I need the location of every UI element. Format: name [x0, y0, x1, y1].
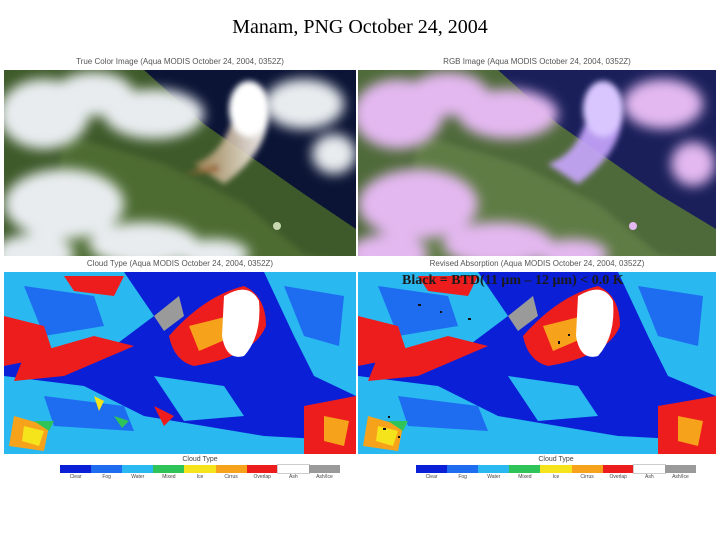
cloud-type-panel: Cloud Type (Aqua MODIS October 24, 2004,… [4, 256, 356, 454]
legend-swatch-clear [60, 465, 92, 473]
legend-swatch-overlap [246, 465, 278, 473]
legend-swatch-ash-ice [308, 465, 340, 473]
legend-label: Mixed [518, 474, 532, 480]
rgb-caption: RGB Image (Aqua MODIS October 24, 2004, … [358, 54, 716, 70]
cloud-type-caption: Cloud Type (Aqua MODIS October 24, 2004,… [4, 256, 356, 272]
legend-swatch-cirrus [215, 465, 247, 473]
legend-labels: Clear Fog Water Mixed Ice Cirrus Overlap… [416, 474, 696, 480]
cloud-type-legend-right: Cloud Type Clear Fog Water Mixed Ice Cir… [410, 455, 702, 485]
legend-label: Clear [69, 474, 82, 480]
legend-swatch-ash [632, 464, 666, 474]
legend-label: Fog [102, 474, 111, 480]
legend-swatch-ash [276, 464, 310, 474]
rgb-satellite-image [358, 54, 716, 272]
legend-label: Cirrus [580, 474, 594, 480]
legend-swatch-ice [184, 465, 216, 473]
legend-label: Cirrus [224, 474, 238, 480]
legend-title: Cloud Type [182, 456, 218, 463]
legend-title: Cloud Type [538, 456, 574, 463]
legend-label: Ash/Ice [672, 474, 689, 480]
rgb-image-panel: RGB Image (Aqua MODIS October 24, 2004, … [358, 54, 716, 272]
legend-swatch-mixed [153, 465, 185, 473]
legend-label: Water [131, 474, 145, 480]
legend-label: Clear [425, 474, 438, 480]
revised-absorption-image [358, 256, 716, 454]
legend-label: Fog [458, 474, 467, 480]
legend-label: Ice [196, 474, 204, 480]
legend-label: Ash [645, 474, 654, 480]
legend-swatch-mixed [509, 465, 541, 473]
legend-label: Ash [289, 474, 298, 480]
true-color-image-panel: True Color Image (Aqua MODIS October 24,… [4, 54, 356, 272]
revised-absorption-caption: Revised Absorption (Aqua MODIS October 2… [358, 256, 716, 272]
legend-swatch-water [478, 465, 510, 473]
legend-label: Water [487, 474, 501, 480]
revised-absorption-panel: Revised Absorption (Aqua MODIS October 2… [358, 256, 716, 454]
legend-swatch-ice [540, 465, 572, 473]
legend-label: Overlap [253, 474, 271, 480]
legend-swatch-cirrus [571, 465, 603, 473]
cloud-type-legend-left: Cloud Type Clear Fog Water Mixed Ice Cir… [54, 455, 346, 485]
legend-label: Ice [552, 474, 560, 480]
legend-label: Mixed [162, 474, 176, 480]
true-color-caption: True Color Image (Aqua MODIS October 24,… [4, 54, 356, 70]
legend-swatch-overlap [602, 465, 634, 473]
legend-color-bar [416, 464, 696, 474]
legend-swatch-fog [447, 465, 479, 473]
true-color-satellite-image [4, 54, 356, 272]
legend-swatch-ash-ice [664, 465, 696, 473]
legend-swatch-water [122, 465, 154, 473]
page-title: Manam, PNG October 24, 2004 [232, 16, 488, 38]
legend-labels: Clear Fog Water Mixed Ice Cirrus Overlap… [60, 474, 340, 480]
legend-swatch-clear [416, 465, 448, 473]
legend-swatch-fog [91, 465, 123, 473]
btd-annotation: Black = BTD(11 μm – 12 μm) < 0.0 K [402, 273, 624, 288]
legend-label: Ash/Ice [316, 474, 333, 480]
cloud-type-image [4, 256, 356, 454]
legend-label: Overlap [609, 474, 627, 480]
legend-color-bar [60, 464, 340, 474]
